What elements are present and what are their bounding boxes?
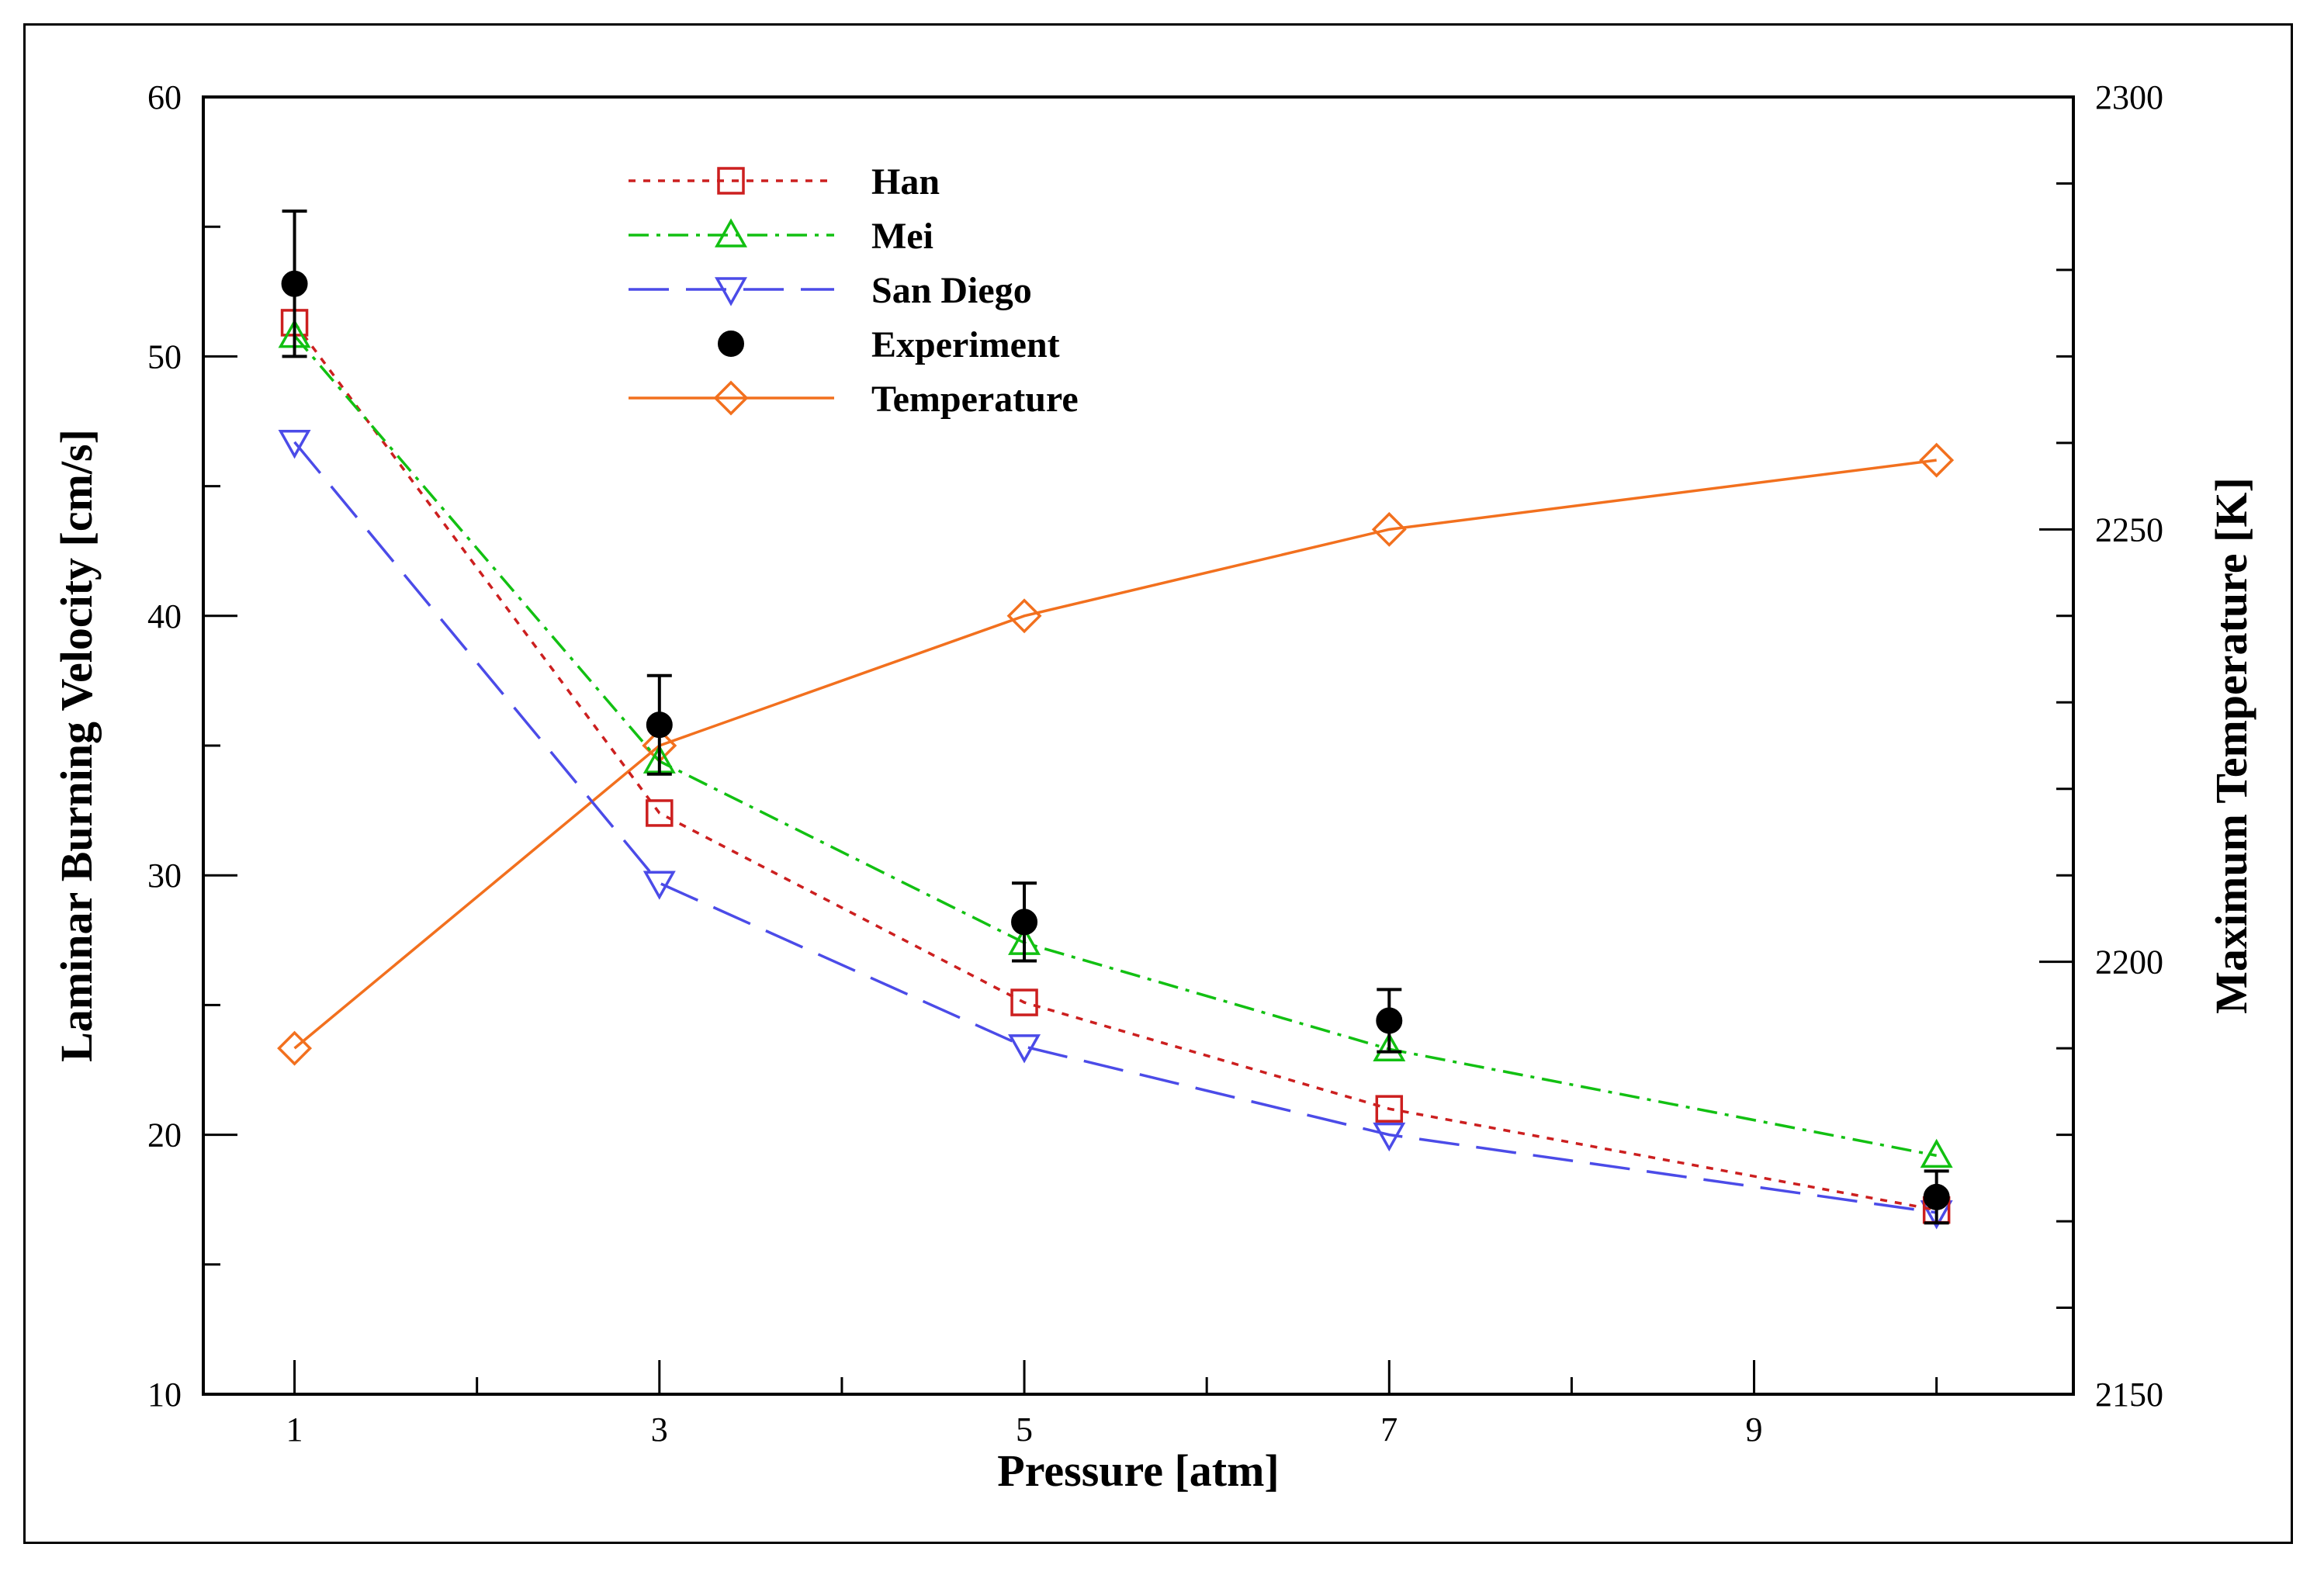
- y-tick-label: 10: [147, 1376, 182, 1414]
- legend-entry-temperature: Temperature: [629, 379, 1079, 420]
- series-temperature: [277, 442, 1955, 1066]
- data-point-san-diego: [642, 871, 676, 900]
- legend-entry-san-diego: San Diego: [629, 270, 1032, 311]
- data-point-experiment: [1923, 1183, 1950, 1210]
- x-tick-label: 1: [286, 1411, 303, 1449]
- y-tick-label: 20: [147, 1116, 182, 1154]
- data-point-mei: [1920, 1138, 1953, 1168]
- plot-area: [202, 95, 2075, 1396]
- series-line-han: [293, 321, 1937, 1212]
- series-mei: [278, 319, 1953, 1168]
- legend-marker: [715, 218, 747, 248]
- y2-axis-label: Maximum Temperature [K]: [2206, 477, 2256, 1014]
- legend-label: Temperature: [871, 379, 1079, 420]
- data-point-san-diego: [278, 430, 311, 459]
- figure-frame: [23, 23, 2293, 1544]
- y-axis-label: Laminar Burning Velocity [cm/s]: [51, 429, 102, 1062]
- legend-entry-han: Han: [629, 161, 940, 202]
- series-line-temperature: [293, 459, 1937, 1050]
- x-tick-label: 5: [1016, 1411, 1033, 1449]
- data-point-han: [646, 799, 674, 827]
- series-san-diego: [278, 430, 1953, 1230]
- data-point-han: [1375, 1095, 1404, 1123]
- series-line-san-diego: [293, 441, 1937, 1214]
- y-tick-label: 50: [147, 338, 182, 376]
- y2-tick-label: 2150: [2095, 1376, 2163, 1414]
- data-point-experiment: [1011, 909, 1038, 936]
- x-tick-label: 7: [1380, 1411, 1398, 1449]
- legend-entry-experiment: Experiment: [718, 324, 1060, 365]
- series-experiment: [281, 209, 1950, 1225]
- legend-label: Experiment: [871, 324, 1060, 365]
- data-point-experiment: [1376, 1007, 1403, 1034]
- legend-marker: [715, 277, 747, 306]
- data-point-temperature: [1919, 442, 1955, 478]
- data-point-experiment: [281, 270, 308, 297]
- y2-tick-label: 2200: [2095, 943, 2163, 981]
- legend-label: Mei: [871, 216, 933, 257]
- legend-label: San Diego: [871, 270, 1032, 311]
- data-point-han: [1010, 988, 1038, 1016]
- legend-label: Han: [871, 161, 940, 202]
- series-han: [280, 309, 1951, 1224]
- y2-tick-label: 2250: [2095, 511, 2163, 549]
- legend-entry-mei: Mei: [629, 216, 933, 257]
- x-axis-label: Pressure [atm]: [997, 1445, 1279, 1496]
- data-point-temperature: [1006, 598, 1042, 634]
- y-tick-label: 60: [147, 78, 182, 116]
- data-point-temperature: [277, 1030, 313, 1066]
- legend-marker: [713, 380, 749, 416]
- y-tick-label: 40: [147, 597, 182, 635]
- data-point-mei: [1373, 1032, 1406, 1061]
- data-point-temperature: [1371, 511, 1407, 547]
- data-point-san-diego: [1008, 1034, 1041, 1064]
- legend-marker: [717, 167, 745, 195]
- y-tick-label: 30: [147, 857, 182, 895]
- series-line-mei: [293, 334, 1937, 1158]
- x-tick-label: 3: [651, 1411, 668, 1449]
- legend: Han Mei San Diego Experiment Temperature: [629, 161, 1079, 420]
- data-point-experiment: [646, 711, 673, 739]
- data-point-san-diego: [1373, 1122, 1406, 1152]
- y2-tick-label: 2300: [2095, 78, 2163, 116]
- x-tick-label: 9: [1746, 1411, 1763, 1449]
- legend-marker: [718, 331, 744, 357]
